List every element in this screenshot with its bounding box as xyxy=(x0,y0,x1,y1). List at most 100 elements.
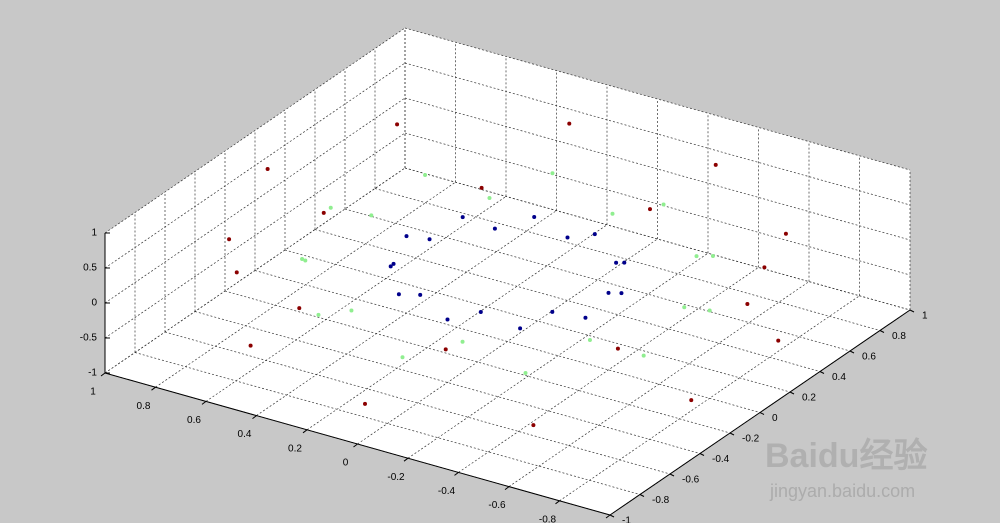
y-tick-label: -0.4 xyxy=(712,454,730,465)
point xyxy=(783,231,788,236)
point xyxy=(583,315,588,320)
point xyxy=(445,317,450,322)
grid-line xyxy=(104,97,406,304)
point xyxy=(460,339,465,344)
grid-line xyxy=(508,281,810,487)
y-tick-label: 0 xyxy=(772,413,778,424)
point xyxy=(460,215,465,220)
x-tick-label: 0.6 xyxy=(187,415,201,426)
point xyxy=(592,232,597,237)
x-tick-label: 0.2 xyxy=(288,443,302,454)
axes-background xyxy=(105,28,910,515)
point xyxy=(404,234,409,239)
point xyxy=(614,260,619,265)
point xyxy=(776,338,781,343)
point xyxy=(443,347,448,352)
grid-line xyxy=(404,62,911,206)
tick-mark xyxy=(504,486,510,491)
point xyxy=(615,346,620,351)
tick-mark xyxy=(729,432,735,436)
grid-line xyxy=(104,27,406,234)
x-tick-label: -0.6 xyxy=(488,500,506,511)
y-tick-label: 1 xyxy=(922,311,928,322)
grid-line xyxy=(104,132,406,339)
point xyxy=(565,235,570,240)
z-tick-label: -0.5 xyxy=(80,333,98,344)
point xyxy=(622,260,627,265)
tick-mark xyxy=(819,371,825,374)
point xyxy=(762,265,767,270)
point xyxy=(427,237,432,242)
tick-mark xyxy=(252,415,257,420)
tick-mark xyxy=(789,391,795,395)
grid-line xyxy=(134,352,641,495)
point xyxy=(619,291,624,296)
grid-line xyxy=(314,229,821,372)
tick-mark xyxy=(100,372,106,377)
tick-mark xyxy=(302,429,308,434)
x-tick-label: 0.8 xyxy=(137,401,151,412)
z-tick-label: 0.5 xyxy=(83,263,97,274)
tick-mark xyxy=(403,457,409,462)
x-tick-label: 0 xyxy=(343,458,349,469)
point xyxy=(321,210,326,215)
z-tick-label: 0 xyxy=(91,298,97,309)
tick-mark xyxy=(609,514,615,518)
tick-mark xyxy=(759,412,765,415)
point xyxy=(682,305,687,310)
point xyxy=(418,292,423,297)
point xyxy=(745,301,750,306)
point xyxy=(391,261,396,266)
grid-line xyxy=(404,132,911,276)
tick-mark xyxy=(151,386,156,391)
tick-mark xyxy=(849,350,855,354)
y-tick-label: -0.2 xyxy=(742,434,760,445)
x-tick-label: 1 xyxy=(90,387,96,398)
point xyxy=(689,398,694,403)
watermark-brand: Baidu经验 xyxy=(765,436,927,475)
z-tick-label: 1 xyxy=(91,228,97,239)
point xyxy=(248,343,253,348)
point xyxy=(395,122,400,127)
grid-line xyxy=(344,208,851,352)
point xyxy=(531,423,536,428)
grid-line xyxy=(374,188,881,331)
point xyxy=(400,355,405,360)
tick-mark xyxy=(201,400,207,405)
y-tick-label: 0.8 xyxy=(892,331,906,342)
grid-line xyxy=(458,267,759,473)
y-tick-label: -1 xyxy=(622,516,631,523)
grid-line xyxy=(254,270,761,413)
point xyxy=(300,257,305,262)
point xyxy=(707,308,712,313)
point xyxy=(423,173,428,178)
point xyxy=(661,202,666,207)
grid-line xyxy=(164,331,671,475)
y-tick-label: 0.4 xyxy=(832,372,846,383)
point xyxy=(487,195,492,200)
point xyxy=(648,207,652,212)
point xyxy=(265,167,270,172)
y-tick-label: 0.2 xyxy=(802,393,816,404)
x-tick-label: -0.2 xyxy=(387,472,405,483)
grid-line xyxy=(284,249,791,393)
grid-line xyxy=(404,167,911,311)
y-tick-label: -0.6 xyxy=(682,475,700,486)
watermark-url: jingyan.baidu.com xyxy=(769,481,915,501)
grid-line xyxy=(104,62,406,269)
point xyxy=(479,185,484,190)
tick-mark xyxy=(555,500,560,505)
point xyxy=(550,309,555,314)
point xyxy=(567,121,572,126)
point xyxy=(234,270,239,275)
point xyxy=(710,253,715,258)
grid-line xyxy=(224,290,731,434)
y-tick-label: 0.6 xyxy=(862,352,876,363)
x-tick-label: -0.4 xyxy=(438,486,456,497)
point xyxy=(396,292,401,297)
y-tick-label: -0.8 xyxy=(652,495,670,506)
grid-line xyxy=(104,167,406,374)
tick-mark xyxy=(605,514,611,519)
grid-line xyxy=(194,311,701,454)
